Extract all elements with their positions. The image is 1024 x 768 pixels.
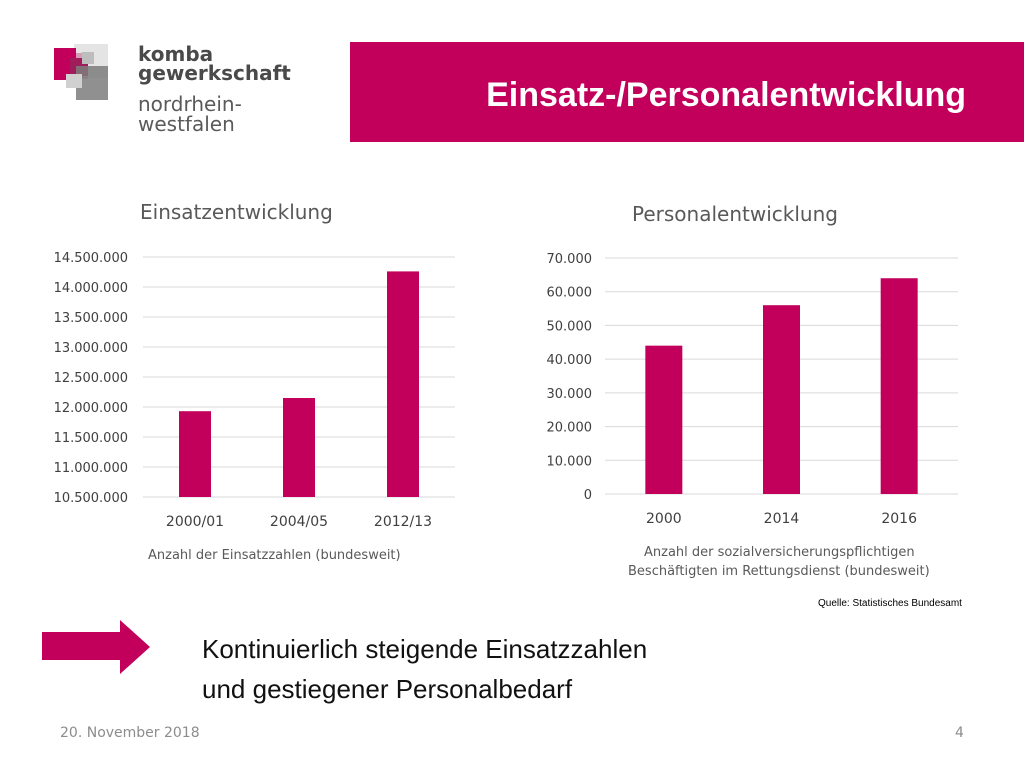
personal-chart: 0 10.000 20.000 30.000 40.000 50.000 60.000 70.… xyxy=(547,252,958,527)
chart1-bar xyxy=(283,398,315,497)
chart1-ytick-label: 10.500.000 xyxy=(54,491,128,506)
chart1-bar xyxy=(179,411,211,497)
chart1-ytick-label: 13.000.000 xyxy=(54,341,128,356)
chart2-caption-line1: Anzahl der sozialversicherungspflichtige… xyxy=(644,545,915,560)
title-band: Einsatz-/Personalentwicklung xyxy=(350,42,1024,142)
chart1-ytick-label: 12.000.000 xyxy=(54,401,128,416)
source-note: Quelle: Statistisches Bundesamt xyxy=(818,598,962,609)
logo-line-nordrhein: nordrhein- xyxy=(138,92,242,116)
chart1-ytick-label: 11.000.000 xyxy=(54,461,128,476)
chart2-bar xyxy=(880,278,918,494)
chart2-xtick-label: 2000 xyxy=(646,511,682,527)
arrow-right-icon xyxy=(42,620,150,674)
chart1-xtick-label: 2012/13 xyxy=(374,514,432,530)
logo: komba gewerkschaft nordrhein- westfalen xyxy=(52,42,291,136)
chart2-caption-line2: Beschäftigten im Rettungsdienst (bundesw… xyxy=(628,564,930,579)
footer-date: 20. November 2018 xyxy=(60,725,200,741)
logo-line-komba: komba xyxy=(138,42,214,66)
chart2-ytick-label: 70.000 xyxy=(547,252,593,267)
chart2-ytick-label: 30.000 xyxy=(547,387,593,402)
chart2-ytick-label: 0 xyxy=(584,488,592,503)
chart2-xtick-label: 2016 xyxy=(881,511,917,527)
logo-line-gewerkschaft: gewerkschaft xyxy=(138,61,291,85)
chart1-ytick-label: 14.500.000 xyxy=(54,251,128,266)
chart2-bar xyxy=(645,345,683,494)
einsatz-chart: 10.500.000 11.000.000 11.500.000 12.000.000… xyxy=(54,251,455,530)
chart1-xtick-label: 2004/05 xyxy=(270,514,328,530)
chart1-ytick-label: 13.500.000 xyxy=(54,311,128,326)
page-title: Einsatz-/Personalentwicklung xyxy=(486,76,966,114)
chart1-bar xyxy=(387,271,419,497)
chart2-ytick-label: 20.000 xyxy=(547,421,593,436)
chart1-ytick-label: 12.500.000 xyxy=(54,371,128,386)
logo-line-westfalen: westfalen xyxy=(138,112,235,136)
footer-page-number: 4 xyxy=(955,725,964,741)
chart2-ytick-label: 10.000 xyxy=(547,454,593,469)
chart1-ytick-label: 14.000.000 xyxy=(54,281,128,296)
chart2-title: Personalentwicklung xyxy=(632,202,838,226)
chart1-title: Einsatzentwicklung xyxy=(140,200,333,224)
chart2-xtick-label: 2014 xyxy=(764,511,800,527)
chart2-bar xyxy=(763,305,800,494)
chart2-ytick-label: 60.000 xyxy=(547,286,593,301)
chart1-xtick-label: 2000/01 xyxy=(166,514,224,530)
conclusion-line2: und gestiegener Personalbedarf xyxy=(202,674,573,704)
chart1-caption: Anzahl der Einsatzzahlen (bundesweit) xyxy=(148,548,401,563)
logo-mark-icon xyxy=(54,44,108,100)
conclusion-line1: Kontinuierlich steigende Einsatzzahlen xyxy=(202,634,648,664)
chart2-ytick-label: 50.000 xyxy=(547,319,593,334)
chart1-ytick-label: 11.500.000 xyxy=(54,431,128,446)
chart2-ytick-label: 40.000 xyxy=(547,353,593,368)
